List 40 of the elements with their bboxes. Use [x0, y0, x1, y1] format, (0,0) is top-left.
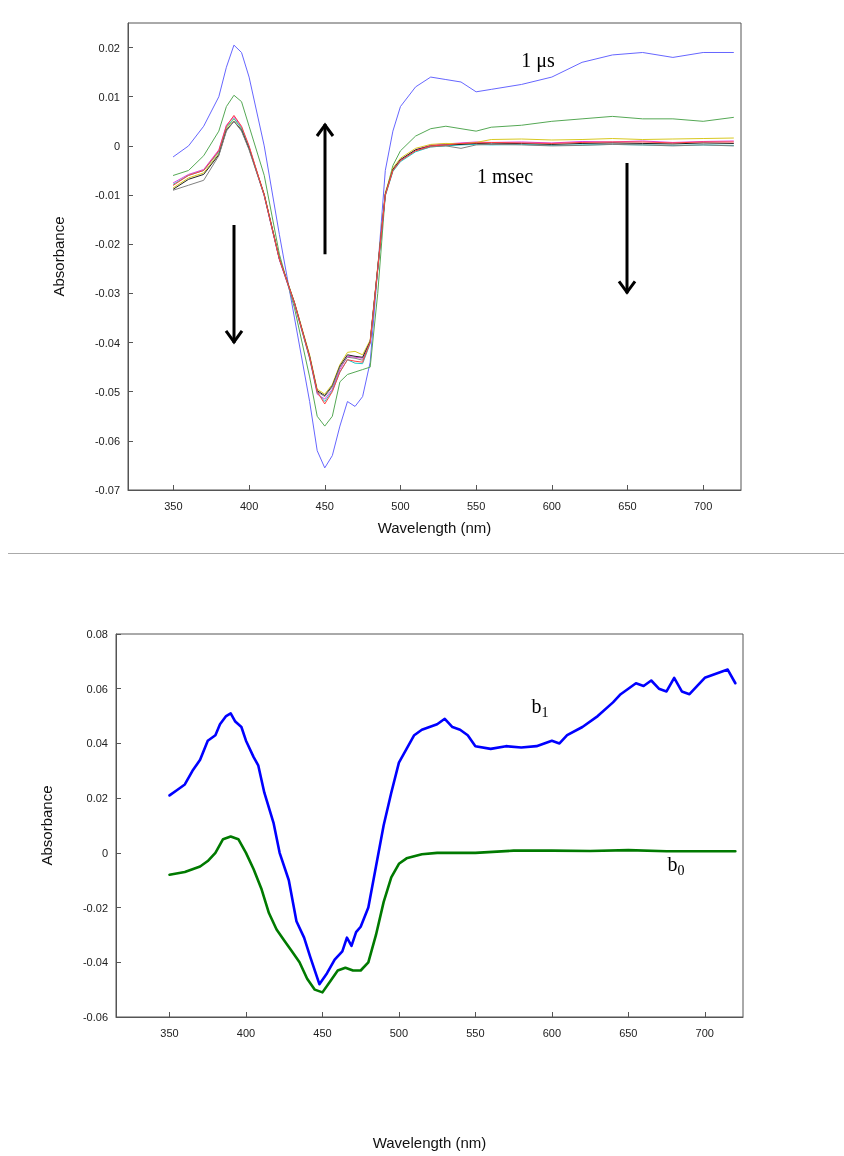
y-tick-label: -0.04 [94, 336, 120, 349]
annotation: 1 msec [476, 165, 534, 187]
x-tick-label: 350 [160, 1026, 179, 1039]
x-tick-label: 600 [542, 1026, 562, 1039]
x-tick-label: 500 [389, 1026, 409, 1039]
x-tick-label: 650 [618, 499, 637, 512]
y-tick-label: 0 [113, 139, 120, 152]
y-tick-label: -0.06 [94, 434, 120, 447]
y-tick-label: -0.01 [94, 189, 120, 202]
y-axis-title: Absorbance [38, 785, 55, 866]
y-tick-label: -0.02 [94, 238, 120, 251]
y-tick-label: -0.03 [94, 287, 120, 300]
x-tick-label: 650 [619, 1026, 638, 1039]
y-tick-label: 0.08 [86, 628, 108, 640]
x-axis-title: Wavelength (nm) [372, 1134, 487, 1151]
y-tick-label: 0 [101, 846, 108, 859]
x-tick-label: 600 [542, 499, 561, 512]
x-tick-label: 400 [239, 499, 259, 512]
y-tick-label: 0.01 [98, 90, 120, 103]
y-tick-label: -0.04 [82, 956, 108, 969]
annotation: 1 μs [521, 49, 555, 72]
y-tick-label: 0.04 [86, 737, 108, 750]
y-tick-label: -0.05 [94, 385, 120, 398]
x-tick-label: 550 [466, 499, 486, 512]
y-tick-label: -0.06 [82, 1011, 108, 1023]
y-tick-label: 0.06 [86, 682, 108, 695]
y-tick-label: 0.02 [98, 41, 120, 54]
x-tick-label: 700 [693, 499, 713, 512]
x-tick-label: 450 [313, 1026, 332, 1039]
x-tick-label: 700 [695, 1026, 714, 1039]
x-axis-title: Wavelength (nm) [377, 519, 492, 536]
y-axis-title: Absorbance [50, 216, 67, 297]
y-tick-label: -0.02 [82, 901, 108, 914]
x-tick-label: 450 [315, 499, 334, 512]
y-tick-label: -0.07 [94, 484, 120, 496]
x-tick-label: 400 [236, 1026, 256, 1039]
x-tick-label: 500 [391, 499, 410, 512]
y-tick-label: 0.02 [86, 792, 108, 805]
x-tick-label: 550 [466, 1026, 485, 1039]
x-tick-label: 350 [164, 499, 183, 512]
